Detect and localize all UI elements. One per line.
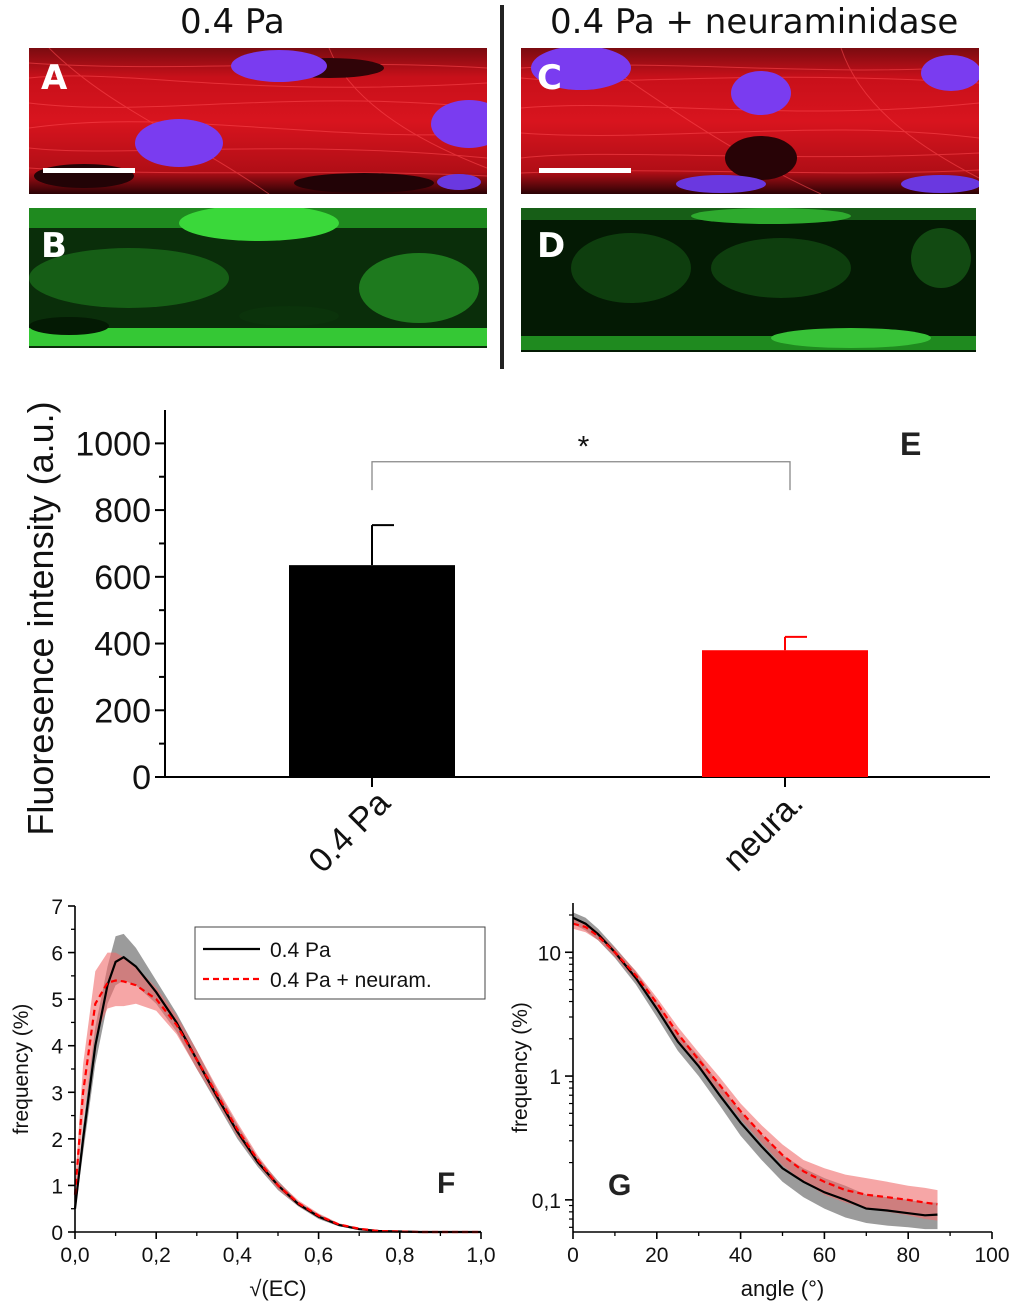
x-tick-label: 0,2 [142,1244,171,1267]
micrograph-b-image [29,208,487,348]
header-left: 0.4 Pa [180,2,285,42]
x-tick-label: 60 [813,1244,836,1267]
series-line-control [572,916,938,1217]
panel-letter-g: G [608,1169,631,1202]
y-tick-label: 3 [51,1082,63,1105]
y-tick-label: 0,1 [532,1190,561,1213]
legend-label-neuram: 0.4 Pa + neuram. [270,969,432,992]
x-tick-label: 0.4 Pa [301,784,397,880]
panel-letter-e: E [900,426,921,462]
x-tick-label: 20 [645,1244,668,1267]
x-tick-label: 0,4 [223,1244,253,1267]
micrograph-c: C [521,48,979,194]
x-tick-label: 0 [567,1244,579,1267]
x-tick-label: 40 [729,1244,752,1267]
series-line-neuram [73,979,481,1234]
y-tick-label: 0 [132,759,151,797]
y-tick-label: 1 [51,1175,63,1198]
y-tick-label: 1000 [75,425,151,463]
bar-neura [702,650,868,777]
line-chart-g: G 0 20 40 60 80 100 angle (°) frequency (%) 0,1 1… [509,903,1010,1301]
line-chart-f: F 0,0 0,2 0,4 0,6 0,8 1,0 √(EC) frequency (%) 0 1… [10,896,496,1301]
x-axis-label: √(EC) [249,1276,306,1301]
x-tick-label: neura. [716,784,811,879]
error-band-neuram [573,919,938,1221]
y-tick-label: 6 [51,943,63,966]
series-line-neuram [572,922,938,1206]
x-tick-label: 100 [974,1244,1009,1267]
header-right: 0.4 Pa + neuraminidase [550,2,959,42]
significance-bracket [371,461,791,491]
y-tick-label: 200 [94,692,151,730]
x-tick-label: 0,6 [304,1244,333,1267]
y-tick-label: 400 [94,626,151,664]
x-tick-label: 80 [897,1244,920,1267]
y-tick-label: 800 [94,492,151,530]
y-tick-label: 0 [51,1222,63,1245]
panel-letter-b: B [41,226,67,266]
y-tick-label: 2 [51,1129,63,1152]
x-axis-label: angle (°) [741,1276,824,1301]
micrograph-d: D [521,208,976,352]
micrograph-d-image [521,208,976,352]
y-tick-label: 10 [538,942,561,965]
bar-control [289,565,455,777]
micrograph-b: B [29,208,487,348]
panel-letter-f: F [437,1167,455,1200]
legend-label-control: 0.4 Pa [270,939,331,962]
y-axis-label: frequency (%) [509,1002,532,1133]
micrograph-c-image [521,48,979,194]
y-tick-label: 600 [94,559,151,597]
y-axis-label: Fluoresence intensity (a.u.) [20,401,61,835]
y-tick-label: 1 [549,1066,561,1089]
micrograph-a: A [29,48,487,194]
y-tick-label: 7 [51,896,63,919]
legend-box [194,926,486,1000]
significance-marker: * [578,431,590,464]
x-tick-label: 0,0 [60,1244,89,1267]
x-tick-label: 1,0 [466,1244,495,1267]
x-tick-label: 0,8 [385,1244,414,1267]
y-tick-label: 5 [51,989,63,1012]
micrograph-a-image [29,48,487,194]
panel-letter-c: C [537,58,562,98]
bar-chart-e: E 0 200 400 600 800 1000 Fluoresence intensity… [20,401,990,880]
y-axis-label: frequency (%) [10,1004,33,1135]
panel-letter-d: D [537,226,566,266]
panel-divider [500,5,504,369]
panel-letter-a: A [41,58,68,98]
y-tick-label: 4 [51,1036,63,1059]
